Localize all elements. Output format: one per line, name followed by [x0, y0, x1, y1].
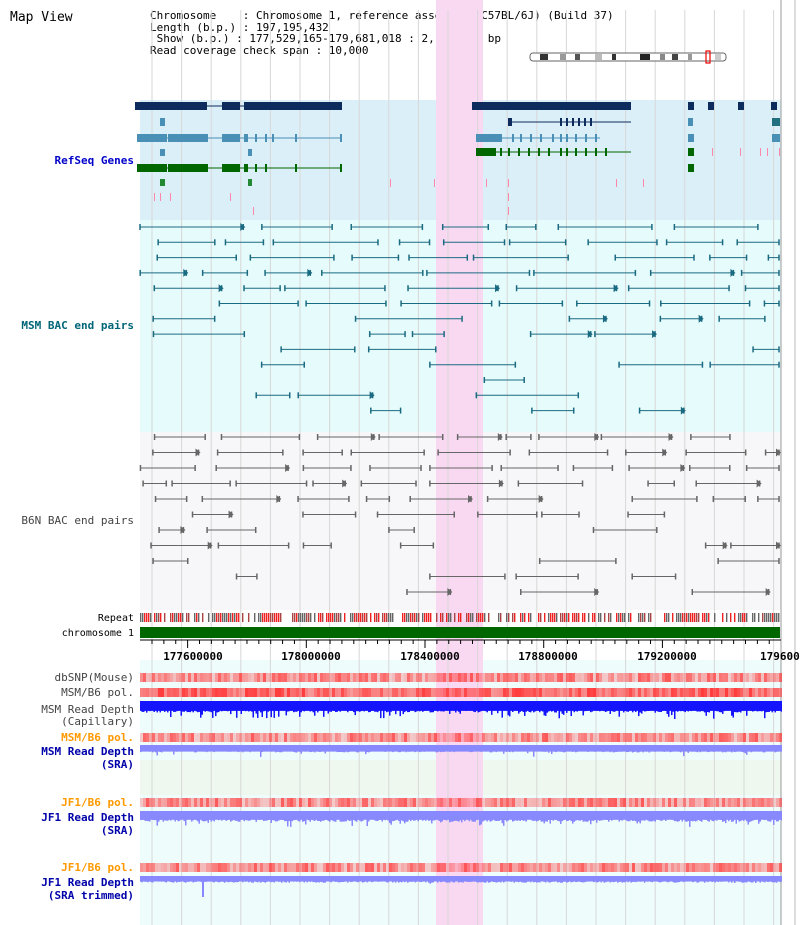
msm-b6-pol-label: MSM/B6 pol.: [61, 686, 134, 699]
page-title: Map View: [10, 10, 73, 25]
chromosome-ideogram[interactable]: [529, 50, 727, 64]
info-coverage-span: Read coverage check span : 10,000: [150, 43, 369, 57]
msm-depth-sra-sub-label: (SRA): [101, 758, 134, 771]
repeat-track-label: Repeat: [98, 613, 134, 624]
jf1-depth-sra-sub-label: (SRA): [101, 824, 134, 837]
info-length: Length (b.p.) : 197,195,432: [150, 20, 329, 34]
axis-tick-label: 178400000: [400, 650, 460, 663]
jf1-pol-trimmed-label: JF1/B6 pol.: [61, 861, 134, 874]
dbsnp-label: dbSNP(Mouse): [55, 671, 134, 684]
refseq-genes-track[interactable]: [135, 102, 780, 215]
axis-tick-label: 177600000: [163, 650, 223, 663]
msm-bac-track-label: MSM BAC end pairs: [21, 319, 134, 332]
jf1-depth-sra-label: JF1 Read Depth: [41, 811, 134, 824]
msm-depth-sra-label: MSM Read Depth: [41, 745, 134, 758]
axis-tick-label: 178000000: [281, 650, 341, 663]
msm-depth-capillary-sub-label: (Capillary): [61, 715, 134, 728]
b6n-bac-track[interactable]: [139, 433, 781, 596]
b6n-bac-track-label: B6N BAC end pairs: [21, 514, 134, 527]
msm-b6-pol-sra-label: MSM/B6 pol.: [61, 731, 134, 744]
axis-tick-label: 1796000: [760, 650, 800, 663]
jf1-pol-label: JF1/B6 pol.: [61, 796, 134, 809]
refseq-track-label: RefSeq Genes: [55, 154, 134, 167]
repeat-track: [140, 613, 781, 648]
jf1-depth-trimmed-sub-label: (SRA trimmed): [48, 889, 134, 902]
coordinate-axis: 177600000 178000000 178400000 178800000 …: [163, 650, 800, 663]
chromosome-track-label: chromosome 1: [62, 628, 134, 639]
msm-bac-track[interactable]: [139, 223, 780, 415]
msm-depth-capillary-label: MSM Read Depth: [41, 703, 134, 716]
axis-tick-label: 178800000: [518, 650, 578, 663]
polymorphism-depth-tracks: [140, 673, 782, 897]
axis-tick-label: 179200000: [637, 650, 697, 663]
jf1-depth-trimmed-label: JF1 Read Depth: [41, 876, 134, 889]
